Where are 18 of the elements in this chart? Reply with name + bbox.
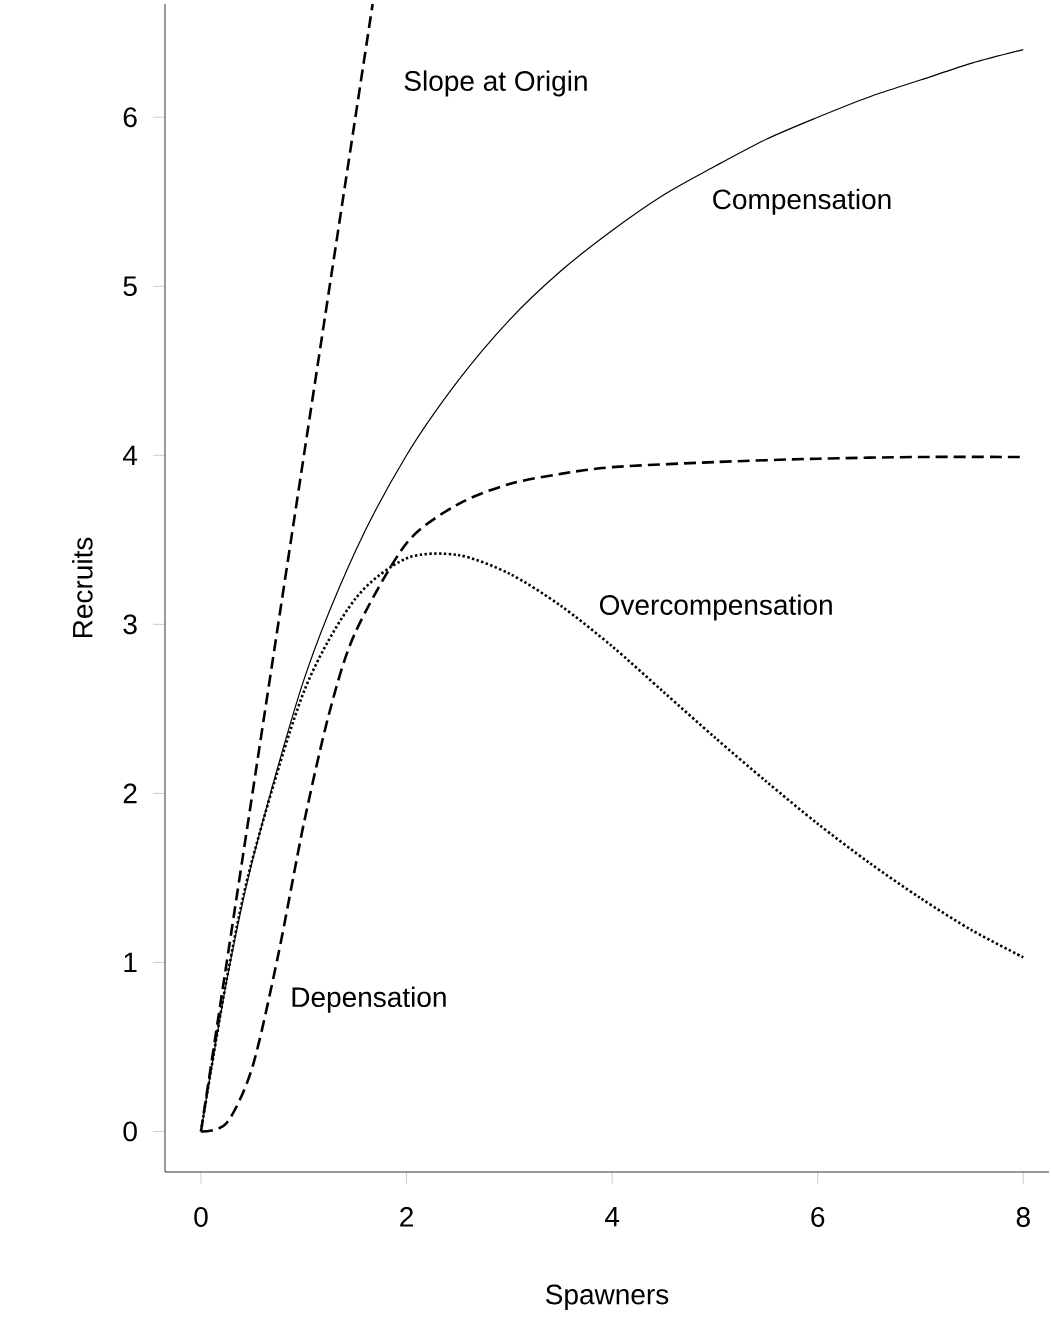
y-tick-label: 2 <box>123 783 137 804</box>
x-tick-label: 4 <box>604 1207 620 1227</box>
series-label: Overcompensation <box>599 594 832 621</box>
y-tick-label: 5 <box>123 276 137 297</box>
y-tick-label: 1 <box>124 952 137 973</box>
x-tick-label: 0 <box>194 1207 208 1227</box>
y-tick-label: 4 <box>122 445 138 465</box>
series-label: Compensation <box>713 188 891 215</box>
y-axis-title: Recruits <box>72 537 93 638</box>
series-label: Slope at Origin <box>404 70 587 97</box>
x-tick-label: 2 <box>400 1207 413 1227</box>
series-label: Depensation <box>292 986 446 1013</box>
y-tick-label: 6 <box>123 107 137 128</box>
y-tick-label: 0 <box>123 1121 137 1142</box>
x-tick-label: 8 <box>1016 1207 1030 1227</box>
y-tick-label: 3 <box>123 614 137 635</box>
x-axis-title: Spawners <box>546 1284 669 1310</box>
x-tick-label: 6 <box>811 1207 825 1227</box>
